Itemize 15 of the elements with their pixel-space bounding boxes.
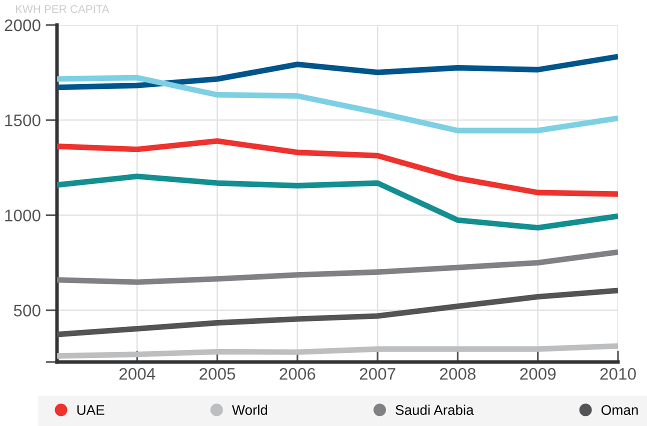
x-tick-label: 2010 xyxy=(600,368,636,380)
legend-label: UAE xyxy=(77,405,104,415)
x-tick-label: 2008 xyxy=(440,368,476,380)
y-tick-label: 2000 xyxy=(4,19,40,32)
x-tick-label: 2006 xyxy=(280,368,316,380)
legend-label: World xyxy=(232,404,268,415)
legend-label: Oman xyxy=(602,405,638,415)
x-tick-label: 2005 xyxy=(200,368,236,380)
x-tick-label: 2007 xyxy=(360,368,396,380)
x-tick-label: 2009 xyxy=(520,368,556,380)
y-tick-label: 1000 xyxy=(5,210,40,222)
x-tick-label: 2004 xyxy=(119,368,156,380)
y-tick-label: 1500 xyxy=(5,114,40,126)
y-tick-label: 500 xyxy=(14,304,40,316)
legend-label: Saudi Arabia xyxy=(396,404,474,415)
